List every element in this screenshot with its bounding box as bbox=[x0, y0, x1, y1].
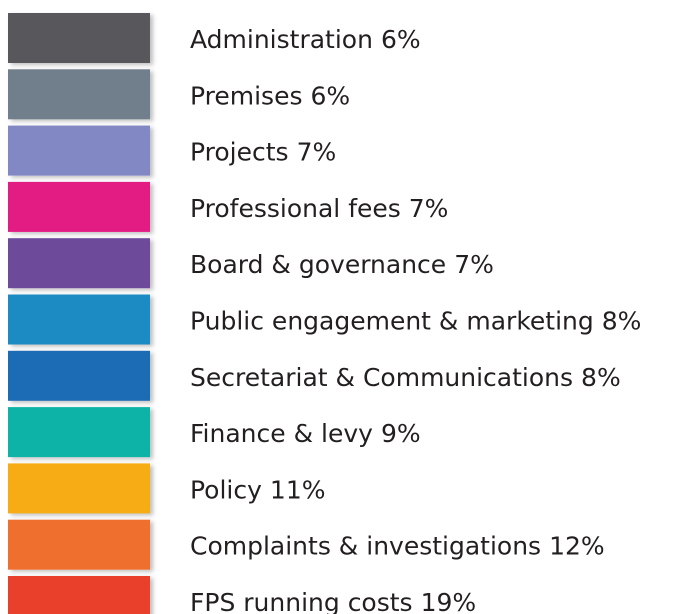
legend-category: Secretariat & Communications bbox=[190, 363, 573, 392]
legend-swatch bbox=[8, 125, 150, 176]
legend-swatch bbox=[8, 519, 150, 570]
legend-category: FPS running costs bbox=[190, 588, 413, 614]
legend-swatch bbox=[8, 13, 150, 63]
legend-label: Finance & levy 9% bbox=[190, 419, 421, 448]
legend-label: Complaints & investigations 12% bbox=[190, 532, 605, 561]
legend-category: Projects bbox=[190, 138, 289, 167]
legend-label: Public engagement & marketing 8% bbox=[190, 307, 641, 336]
legend-swatch bbox=[8, 576, 150, 614]
legend-label: FPS running costs 19% bbox=[190, 588, 476, 614]
legend-category: Public engagement & marketing bbox=[190, 307, 594, 336]
legend-category: Complaints & investigations bbox=[190, 532, 541, 561]
legend-value: 19% bbox=[421, 588, 477, 614]
legend-label: Projects 7% bbox=[190, 138, 336, 167]
legend-swatch bbox=[8, 181, 150, 232]
legend-label: Premises 6% bbox=[190, 81, 350, 110]
legend-value: 7% bbox=[454, 250, 494, 279]
legend-swatch bbox=[8, 407, 150, 458]
legend-category: Finance & levy bbox=[190, 419, 373, 448]
legend-swatch bbox=[8, 463, 150, 514]
legend-value: 6% bbox=[310, 81, 350, 110]
legend-value: 8% bbox=[581, 363, 621, 392]
legend-category: Policy bbox=[190, 475, 262, 504]
legend-swatch bbox=[8, 238, 150, 289]
legend-value: 11% bbox=[270, 475, 326, 504]
legend-value: 8% bbox=[602, 307, 642, 336]
legend-category: Premises bbox=[190, 81, 302, 110]
legend-category: Board & governance bbox=[190, 250, 446, 279]
legend-value: 12% bbox=[549, 532, 605, 561]
legend-label: Professional fees 7% bbox=[190, 194, 448, 223]
legend-label: Policy 11% bbox=[190, 475, 326, 504]
legend-value: 7% bbox=[297, 138, 337, 167]
legend-value: 7% bbox=[409, 194, 449, 223]
legend-category: Professional fees bbox=[190, 194, 401, 223]
legend-swatch bbox=[8, 350, 150, 401]
legend-swatch bbox=[8, 69, 150, 120]
legend-label: Board & governance 7% bbox=[190, 250, 494, 279]
legend-label: Secretariat & Communications 8% bbox=[190, 363, 621, 392]
legend-value: 9% bbox=[381, 419, 421, 448]
legend-label: Administration 6% bbox=[190, 25, 421, 54]
legend-category: Administration bbox=[190, 25, 373, 54]
legend-value: 6% bbox=[381, 25, 421, 54]
legend-swatch bbox=[8, 294, 150, 345]
